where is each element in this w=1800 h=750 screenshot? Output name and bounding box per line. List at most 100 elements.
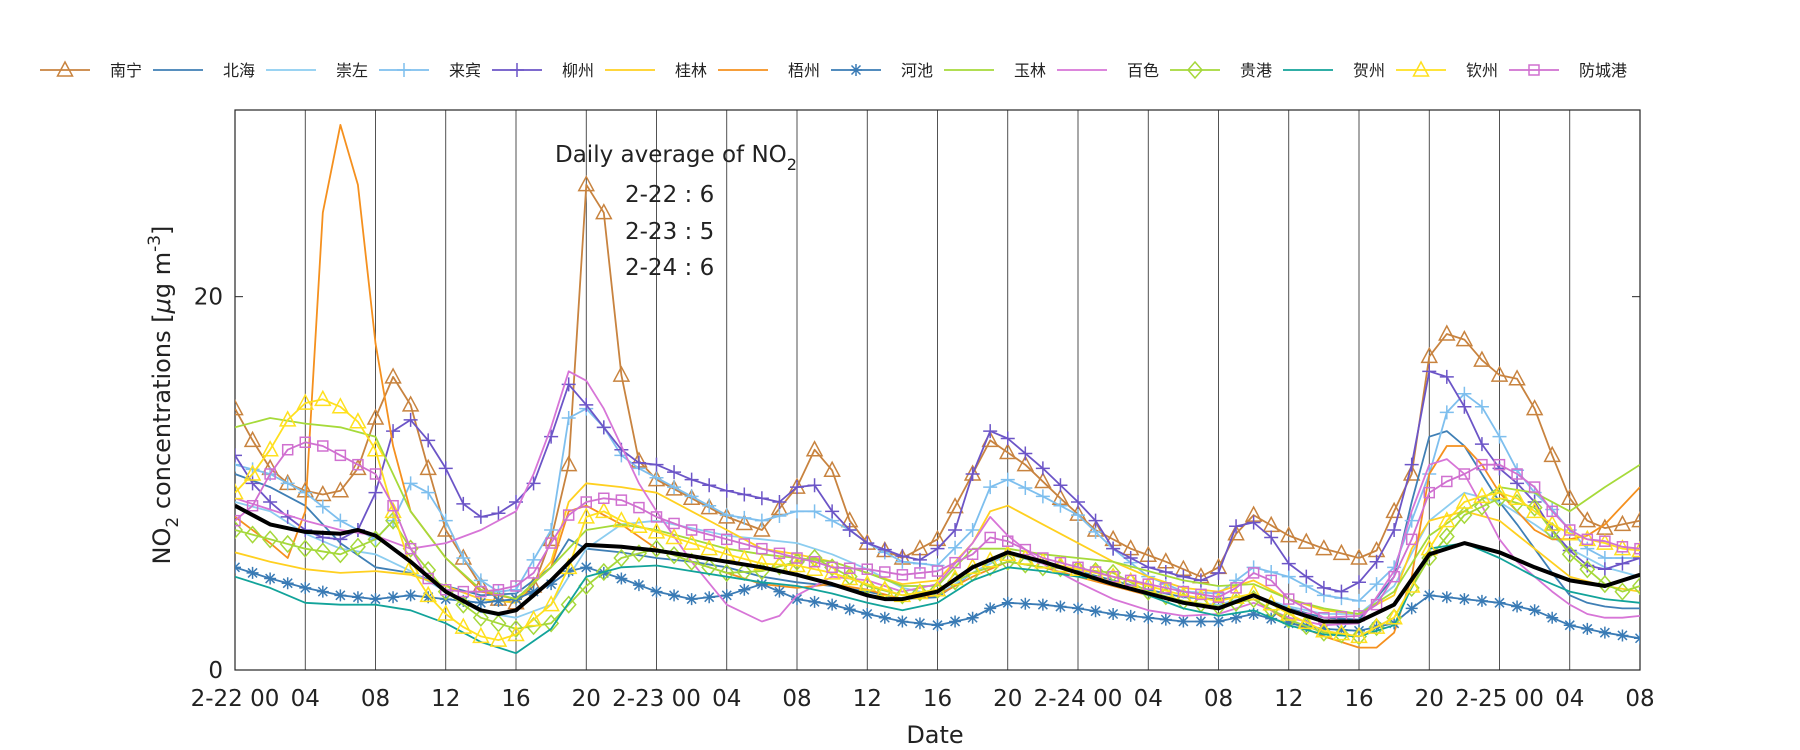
x-tick-label: 08 xyxy=(361,686,390,712)
legend-marker xyxy=(1528,64,1540,76)
data-point xyxy=(1212,615,1225,628)
data-point xyxy=(1072,602,1084,615)
data-point xyxy=(1404,457,1419,472)
legend-marker xyxy=(1412,60,1430,77)
data-point xyxy=(1564,524,1576,536)
data-point xyxy=(1176,569,1191,584)
data-point xyxy=(861,563,873,575)
x-tick-label: 20 xyxy=(993,686,1022,712)
data-point xyxy=(1210,597,1227,616)
data-point xyxy=(1491,489,1508,508)
data-point xyxy=(753,520,771,537)
data-point xyxy=(946,497,964,514)
data-point xyxy=(791,593,803,606)
data-point xyxy=(1493,458,1506,471)
data-point xyxy=(1353,624,1365,637)
data-point xyxy=(349,412,367,429)
data-point xyxy=(235,457,242,472)
data-point xyxy=(473,509,488,524)
legend-item: 钦州 xyxy=(1396,60,1498,80)
data-point xyxy=(1281,569,1296,584)
x-tick-label: 08 xyxy=(1625,686,1654,712)
data-point xyxy=(684,472,699,487)
data-point xyxy=(682,533,701,550)
data-point xyxy=(1247,567,1260,579)
data-point xyxy=(526,552,541,567)
data-point xyxy=(1300,602,1313,615)
data-point xyxy=(1385,608,1403,625)
data-point xyxy=(1035,461,1050,476)
data-point xyxy=(665,479,683,496)
data-point xyxy=(491,506,506,521)
data-point xyxy=(914,567,926,579)
data-point xyxy=(1315,539,1333,556)
data-point xyxy=(1456,505,1473,525)
data-point xyxy=(615,572,628,585)
data-point xyxy=(650,511,663,523)
axis-ticks: 2-22 00 04 08 12 16 20 2-23 00 04 08 12 16 20 2-24 0… xyxy=(191,285,1655,712)
data-point xyxy=(876,580,894,597)
data-point xyxy=(580,561,593,574)
data-point xyxy=(387,591,400,604)
data-point xyxy=(598,492,610,505)
data-point xyxy=(1458,593,1471,606)
data-point xyxy=(235,520,243,540)
data-point xyxy=(1142,611,1155,624)
data-point xyxy=(682,488,701,506)
x-tick-label: 12 xyxy=(431,686,460,712)
data-point xyxy=(948,523,963,537)
data-point xyxy=(685,593,698,606)
data-point xyxy=(1633,551,1640,565)
data-point xyxy=(790,480,804,495)
data-point xyxy=(683,552,700,571)
data-point xyxy=(1616,629,1629,642)
series-line xyxy=(235,542,1640,655)
legend-marker xyxy=(56,60,74,77)
data-point xyxy=(826,598,839,611)
x-tick-label: 2-23 00 xyxy=(612,686,701,712)
data-point xyxy=(1440,591,1453,604)
data-point xyxy=(369,593,382,606)
data-point xyxy=(1016,455,1035,472)
data-point xyxy=(791,552,803,564)
data-point xyxy=(1106,541,1121,556)
data-point xyxy=(1616,541,1629,553)
data-point xyxy=(807,478,822,493)
data-point xyxy=(612,365,631,382)
legend-label: 钦州 xyxy=(1466,61,1498,80)
data-point xyxy=(1017,555,1034,574)
data-point xyxy=(755,578,768,591)
data-point xyxy=(1528,604,1541,617)
data-point xyxy=(948,540,963,555)
data-point xyxy=(756,542,768,555)
data-point xyxy=(1422,364,1437,379)
annotation-title-sub: 2 xyxy=(787,155,797,174)
data-point xyxy=(401,395,420,412)
x-tick-label: 16 xyxy=(501,686,530,712)
data-point xyxy=(1634,542,1640,555)
data-point xyxy=(842,523,857,537)
data-point xyxy=(527,585,540,598)
data-point xyxy=(805,440,824,457)
data-point xyxy=(703,591,716,604)
legend-item: 贵港 xyxy=(1170,60,1272,80)
data-point xyxy=(404,542,417,555)
data-point xyxy=(1001,596,1014,609)
data-point xyxy=(1493,596,1506,609)
data-point xyxy=(317,440,329,452)
series-layer xyxy=(235,124,1640,655)
data-point xyxy=(1473,486,1491,504)
data-point xyxy=(718,563,735,583)
data-point xyxy=(1458,468,1471,480)
data-point xyxy=(911,583,928,602)
data-point xyxy=(737,510,752,525)
data-point xyxy=(331,397,350,414)
data-point xyxy=(386,424,401,439)
data-point xyxy=(438,461,453,476)
data-point xyxy=(545,537,557,549)
series-line xyxy=(235,398,1640,641)
data-point xyxy=(334,589,347,602)
data-point xyxy=(1283,593,1295,605)
data-point xyxy=(562,509,575,521)
